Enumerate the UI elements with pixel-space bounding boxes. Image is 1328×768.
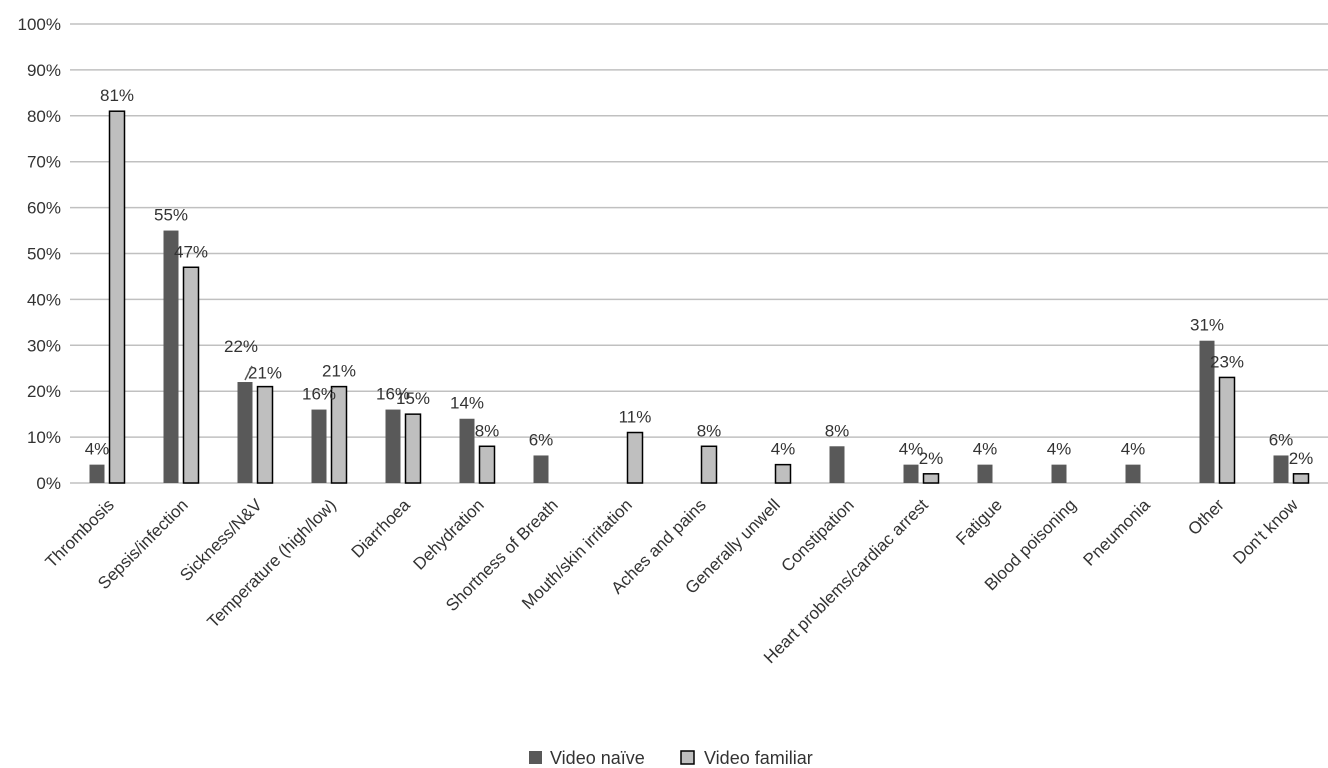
leader-line bbox=[244, 365, 253, 381]
y-tick-label: 80% bbox=[27, 107, 61, 126]
data-label-video-familiar: 8% bbox=[697, 421, 722, 440]
data-label-video-naive: 4% bbox=[1047, 440, 1072, 459]
data-label-video-naive: 4% bbox=[1121, 440, 1146, 459]
bar-video-naive bbox=[1125, 464, 1141, 483]
data-label-video-familiar: 81% bbox=[100, 86, 134, 105]
data-label-video-familiar: 4% bbox=[771, 440, 796, 459]
data-label-video-naive: 22% bbox=[224, 337, 258, 356]
y-axis-tick-labels: 0% 10% 20% 30% 40% 50% 60% 70% 80% 90% 100% bbox=[18, 15, 61, 493]
bar-video-naive bbox=[533, 455, 549, 483]
bar-video-familiar bbox=[626, 431, 644, 484]
x-axis-category-labels: ThrombosisSepsis/infectionSickness/N&VTe… bbox=[42, 495, 1303, 667]
bar-video-familiar bbox=[922, 473, 940, 484]
y-tick-label: 60% bbox=[27, 199, 61, 218]
data-label-video-naive: 4% bbox=[85, 440, 110, 459]
bar-video-naive bbox=[163, 230, 179, 483]
legend-swatch-video-familiar bbox=[680, 750, 695, 765]
bar-video-familiar bbox=[1218, 376, 1236, 484]
bar-video-naive bbox=[385, 409, 401, 483]
bar-video-naive bbox=[1051, 464, 1067, 483]
bar-video-naive bbox=[311, 409, 327, 483]
y-tick-label: 90% bbox=[27, 61, 61, 80]
bars bbox=[89, 110, 1310, 484]
x-category-label: Other bbox=[1184, 495, 1228, 539]
data-label-video-naive: 4% bbox=[899, 440, 924, 459]
x-category-label: Thrombosis bbox=[42, 495, 118, 571]
x-category-label: Temperature (high/low) bbox=[203, 495, 339, 631]
data-label-video-familiar: 2% bbox=[919, 449, 944, 468]
y-tick-label: 30% bbox=[27, 336, 61, 355]
x-category-label: Diarrhoea bbox=[348, 495, 415, 562]
bar-video-familiar bbox=[700, 445, 718, 484]
data-label-video-naive: 14% bbox=[450, 394, 484, 413]
bar-video-naive bbox=[237, 382, 253, 483]
data-label-video-naive: 6% bbox=[1269, 430, 1294, 449]
bar-video-familiar bbox=[1292, 473, 1310, 484]
y-tick-label: 10% bbox=[27, 428, 61, 447]
data-label-video-familiar: 2% bbox=[1289, 449, 1314, 468]
legend-label-video-naive: Video naïve bbox=[550, 748, 645, 768]
bar-video-naive bbox=[89, 464, 105, 483]
y-tick-label: 70% bbox=[27, 153, 61, 172]
legend-label-video-familiar: Video familiar bbox=[704, 748, 813, 768]
bar-video-naive bbox=[829, 446, 845, 483]
x-category-label: Constipation bbox=[778, 495, 858, 575]
bar-video-naive bbox=[1273, 455, 1289, 483]
legend-swatch-video-naive bbox=[529, 751, 542, 764]
bar-video-familiar bbox=[478, 445, 496, 484]
data-label-video-familiar: 21% bbox=[322, 362, 356, 381]
y-tick-label: 50% bbox=[27, 245, 61, 264]
bar-video-familiar bbox=[404, 413, 422, 484]
x-category-label: Dehydration bbox=[410, 495, 488, 573]
bar-video-naive bbox=[1199, 340, 1215, 483]
legend: Video naïve Video familiar bbox=[529, 748, 813, 768]
bar-video-familiar bbox=[182, 266, 200, 484]
data-labels: 4% 55% 22% 16% 16% 14% 6% 8% 4% 4% 4% 4% 31% 6% 81% 47%… bbox=[85, 86, 1314, 468]
y-tick-label: 100% bbox=[18, 15, 61, 34]
data-label-video-naive: 16% bbox=[376, 385, 410, 404]
x-category-label: Pneumonia bbox=[1080, 495, 1155, 570]
data-label-video-naive: 8% bbox=[825, 421, 850, 440]
data-label-video-naive: 4% bbox=[973, 440, 998, 459]
data-label-video-familiar: 11% bbox=[619, 408, 652, 427]
data-label-video-familiar: 15% bbox=[396, 389, 430, 408]
x-category-label: Don't know bbox=[1229, 495, 1302, 568]
bar-video-naive bbox=[903, 464, 919, 483]
data-label-video-familiar: 8% bbox=[475, 421, 500, 440]
y-tick-label: 40% bbox=[27, 290, 61, 309]
x-category-label: Heart problems/cardiac arrest bbox=[760, 495, 932, 667]
data-label-video-naive: 31% bbox=[1190, 316, 1224, 335]
data-label-video-naive: 55% bbox=[154, 206, 188, 225]
bar-video-familiar bbox=[108, 110, 126, 484]
x-category-label: Fatigue bbox=[952, 495, 1006, 549]
bar-video-naive bbox=[977, 464, 993, 483]
y-tick-label: 20% bbox=[27, 382, 61, 401]
data-label-video-familiar: 21% bbox=[248, 364, 282, 383]
bar-video-familiar bbox=[256, 385, 274, 484]
y-tick-label: 0% bbox=[36, 474, 61, 493]
data-label-video-naive: 16% bbox=[302, 385, 336, 404]
data-label-video-familiar: 47% bbox=[174, 242, 208, 261]
data-label-video-familiar: 23% bbox=[1210, 352, 1244, 371]
bar-video-naive bbox=[459, 418, 475, 483]
gridlines bbox=[70, 23, 1328, 484]
data-label-video-naive: 6% bbox=[529, 430, 554, 449]
bar-video-familiar bbox=[774, 463, 792, 484]
bar-video-familiar bbox=[330, 385, 348, 484]
